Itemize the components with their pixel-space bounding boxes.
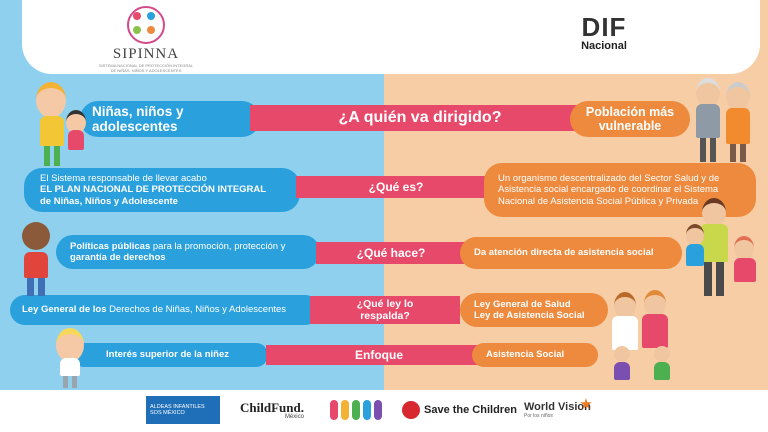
- row2-left-pill: El Sistema responsable de llevar acabo E…: [24, 168, 300, 212]
- childfund-sub: México: [284, 413, 304, 420]
- children-illustration-top-left: [30, 80, 90, 170]
- row2-center-band: ¿Qué es?: [296, 176, 496, 198]
- elderly-couple-illustration: [692, 76, 756, 166]
- aldeas-text: ALDEAS INFANTILES SOS MÉXICO: [150, 404, 205, 416]
- row3-right-pill: Da atención directa de asistencia social: [460, 237, 682, 269]
- world-vision-logo: World Vision Por los niños: [524, 396, 591, 424]
- girl-illustration: [52, 328, 88, 388]
- save-the-children-icon: [402, 401, 420, 419]
- row3-right-text: Da atención directa de asistencia social: [474, 247, 654, 259]
- row3-center-text: ¿Qué hace?: [356, 246, 426, 260]
- row1-right-text: Población más vulnerable: [585, 105, 675, 133]
- row1-left-pill: Niñas, niños y adolescentes: [80, 101, 260, 137]
- row3-left-bold: Políticas públicas: [70, 240, 151, 252]
- row2-right-text: Un organismo descentralizado del Sector …: [498, 172, 720, 207]
- row1-center-text: ¿A quién va dirigido?: [338, 109, 502, 126]
- people-chain-logo: [330, 396, 382, 424]
- childfund-text: ChildFund.: [240, 399, 304, 415]
- row1-right-pill: Población más vulnerable: [570, 101, 690, 137]
- row4-left-pre: Ley General de los: [22, 304, 107, 316]
- row5-left-pill: Interés superior de la niñez: [72, 343, 268, 367]
- world-vision-star-icon: [580, 398, 592, 409]
- row3-center-band: ¿Qué hace?: [316, 242, 466, 264]
- dif-subtitle: Nacional: [581, 40, 627, 52]
- world-vision-sub: Por los niños: [524, 412, 553, 419]
- row2-center-text: ¿Qué es?: [368, 180, 424, 194]
- row4-right-line1: Ley General de Salud: [474, 298, 571, 310]
- row4-right-pill: Ley General de Salud Ley de Asistencia S…: [460, 293, 608, 327]
- row4-left-rest: Derechos de Niñas, Niños y Adolescentes: [106, 304, 287, 316]
- save-the-children-text: Save the Children: [424, 404, 517, 416]
- world-vision-text: World Vision: [524, 400, 591, 413]
- row3-left-rest: para la promoción, protección y: [150, 240, 286, 252]
- childfund-logo: ChildFund. México: [240, 396, 304, 424]
- row2-left-line1: El Sistema responsable de llevar acabo: [40, 172, 207, 184]
- family-illustration-right: [684, 196, 764, 304]
- dif-logo: DIF Nacional: [574, 14, 634, 52]
- row3-left-line2: garantía de derechos: [70, 252, 166, 263]
- row3-left-pill: Políticas públicas para la promoción, pr…: [56, 235, 320, 269]
- row4-center-band: ¿Qué ley lo respalda?: [310, 296, 460, 324]
- sipinna-emblem-icon: [127, 6, 165, 44]
- sipinna-name: SIPINNA: [112, 46, 180, 62]
- row1-center-band: ¿A quién va dirigido?: [250, 105, 590, 131]
- sipinna-logo: SIPINNA SISTEMA NACIONAL DE PROTECCIÓN I…: [96, 6, 196, 73]
- row2-left-line3: de Niñas, Niños y Adolescente: [40, 195, 178, 207]
- row4-right-line2: Ley de Asistencia Social: [474, 310, 585, 321]
- row5-center-text: Enfoque: [355, 348, 403, 362]
- save-the-children-logo: Save the Children: [402, 396, 517, 424]
- family-illustration-bottom: [604, 290, 684, 386]
- aldeas-logo: ALDEAS INFANTILES SOS MÉXICO: [146, 396, 220, 424]
- row5-left-text: Interés superior de la niñez: [106, 349, 230, 361]
- row4-center-text: ¿Qué ley lo respalda?: [356, 298, 414, 322]
- row5-center-band: Enfoque: [266, 345, 492, 365]
- row5-right-pill: Asistencia Social: [472, 343, 598, 367]
- row2-left-line2: EL PLAN NACIONAL DE PROTECCIÓN INTEGRAL: [40, 184, 267, 196]
- boy-illustration: [14, 222, 58, 298]
- sipinna-subtitle: SISTEMA NACIONAL DE PROTECCIÓN INTEGRAL …: [98, 63, 194, 73]
- sponsors-footer: ALDEAS INFANTILES SOS MÉXICO ChildFund. …: [0, 390, 768, 432]
- row4-left-pill: Ley General de los Derechos de Niñas, Ni…: [10, 295, 320, 325]
- row5-right-text: Asistencia Social: [486, 349, 565, 361]
- dif-name: DIF: [581, 12, 627, 42]
- row1-left-text: Niñas, niños y adolescentes: [92, 104, 184, 134]
